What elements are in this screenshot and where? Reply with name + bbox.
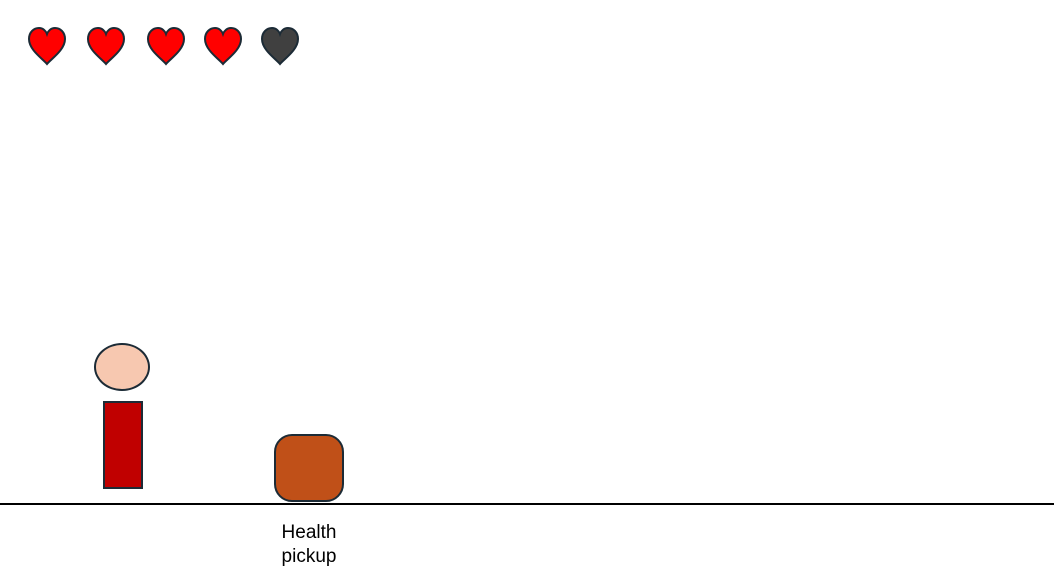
heart-icon — [201, 24, 245, 68]
health-pickup-label: Health pickup — [281, 522, 337, 567]
heart-icon — [258, 24, 302, 68]
heart-icon — [84, 24, 128, 68]
heart-icon — [25, 24, 69, 68]
heart-icon — [144, 24, 188, 68]
player-body — [103, 401, 143, 489]
player-head — [94, 343, 150, 391]
health-bar — [0, 0, 320, 80]
ground-line — [0, 503, 1054, 505]
health-pickup[interactable] — [274, 434, 344, 502]
